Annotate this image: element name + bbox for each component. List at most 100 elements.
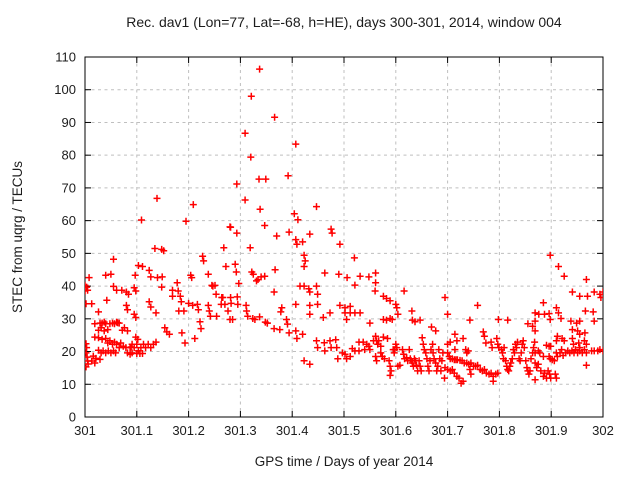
data-point (568, 326, 576, 334)
data-point (546, 251, 554, 259)
data-point (290, 210, 298, 218)
data-point (590, 317, 598, 325)
data-point (386, 362, 394, 370)
data-point (499, 349, 506, 357)
data-point (204, 270, 212, 278)
data-point (411, 318, 419, 326)
data-point (292, 236, 300, 244)
data-point (306, 301, 314, 309)
data-point (97, 324, 105, 332)
data-point (482, 339, 490, 347)
data-point (552, 304, 560, 312)
data-point (300, 282, 308, 290)
data-point (350, 254, 358, 262)
data-point (582, 361, 590, 369)
y-tick-label: 50 (62, 246, 76, 261)
data-point (599, 347, 603, 355)
data-point (328, 229, 336, 237)
data-point (459, 335, 467, 342)
data-point (356, 272, 364, 280)
data-point (102, 335, 110, 342)
data-point (552, 337, 560, 345)
data-point (327, 225, 335, 233)
x-tick-label: 301.4 (276, 423, 309, 438)
data-point (405, 346, 413, 354)
data-point (435, 346, 443, 354)
data-point (517, 349, 525, 357)
data-point (599, 288, 603, 296)
data-point (314, 344, 322, 352)
data-point (169, 292, 176, 300)
data-point (243, 307, 251, 315)
data-point (372, 332, 380, 340)
data-point (306, 360, 314, 368)
data-point (553, 353, 561, 360)
data-point (293, 335, 301, 342)
data-point (531, 317, 539, 325)
data-point (256, 313, 264, 321)
data-point (256, 65, 264, 73)
data-point (270, 288, 278, 296)
data-point (400, 287, 408, 295)
data-point (125, 290, 132, 298)
data-point (284, 320, 291, 328)
data-point (241, 129, 249, 137)
data-point (263, 319, 271, 327)
data-point (464, 347, 472, 355)
data-point (434, 362, 442, 370)
data-point (313, 337, 320, 345)
x-tick-label: 301.8 (483, 423, 516, 438)
data-point (409, 362, 417, 370)
data-point (261, 222, 269, 229)
data-point (227, 223, 235, 231)
data-point (351, 347, 359, 355)
data-point (106, 337, 114, 345)
data-point (247, 92, 255, 100)
y-tick-label: 40 (62, 279, 76, 294)
data-point (294, 216, 302, 224)
data-point (359, 338, 367, 346)
data-point (255, 175, 263, 183)
data-point (386, 371, 394, 379)
data-point (200, 257, 208, 265)
data-point (107, 270, 115, 278)
data-point (292, 327, 300, 335)
data-point (85, 360, 92, 368)
data-point (426, 357, 434, 365)
data-point (334, 355, 342, 363)
data-point (219, 294, 227, 301)
x-tick-label: 301.3 (224, 423, 257, 438)
data-point (393, 344, 401, 352)
x-tick-labels: 301 301.1 301.2 301.3 301.4 301.5 301.6 301.7 30… (74, 423, 614, 438)
data-point (338, 349, 346, 357)
data-point (590, 288, 598, 296)
data-point (545, 310, 553, 318)
y-tick-label: 90 (62, 115, 76, 130)
data-point (122, 301, 130, 309)
data-point (253, 277, 260, 285)
y-tick-label: 30 (62, 311, 76, 326)
data-point (189, 201, 197, 209)
data-point (110, 255, 117, 263)
data-point (419, 340, 427, 348)
data-point (524, 320, 532, 328)
data-point (408, 307, 416, 315)
data-point (178, 329, 186, 337)
data-point (560, 272, 568, 280)
data-point (365, 273, 373, 281)
data-point (432, 327, 440, 335)
data-point (441, 364, 449, 372)
data-point (197, 325, 205, 333)
data-point (393, 304, 401, 312)
data-point (551, 370, 559, 378)
data-point (392, 340, 400, 348)
data-point (385, 357, 393, 365)
data-point (531, 338, 539, 346)
data-point (213, 312, 221, 320)
data-point (400, 350, 408, 358)
data-point (100, 327, 108, 335)
data-point (300, 263, 308, 270)
data-point (525, 370, 533, 378)
data-point (212, 290, 220, 298)
